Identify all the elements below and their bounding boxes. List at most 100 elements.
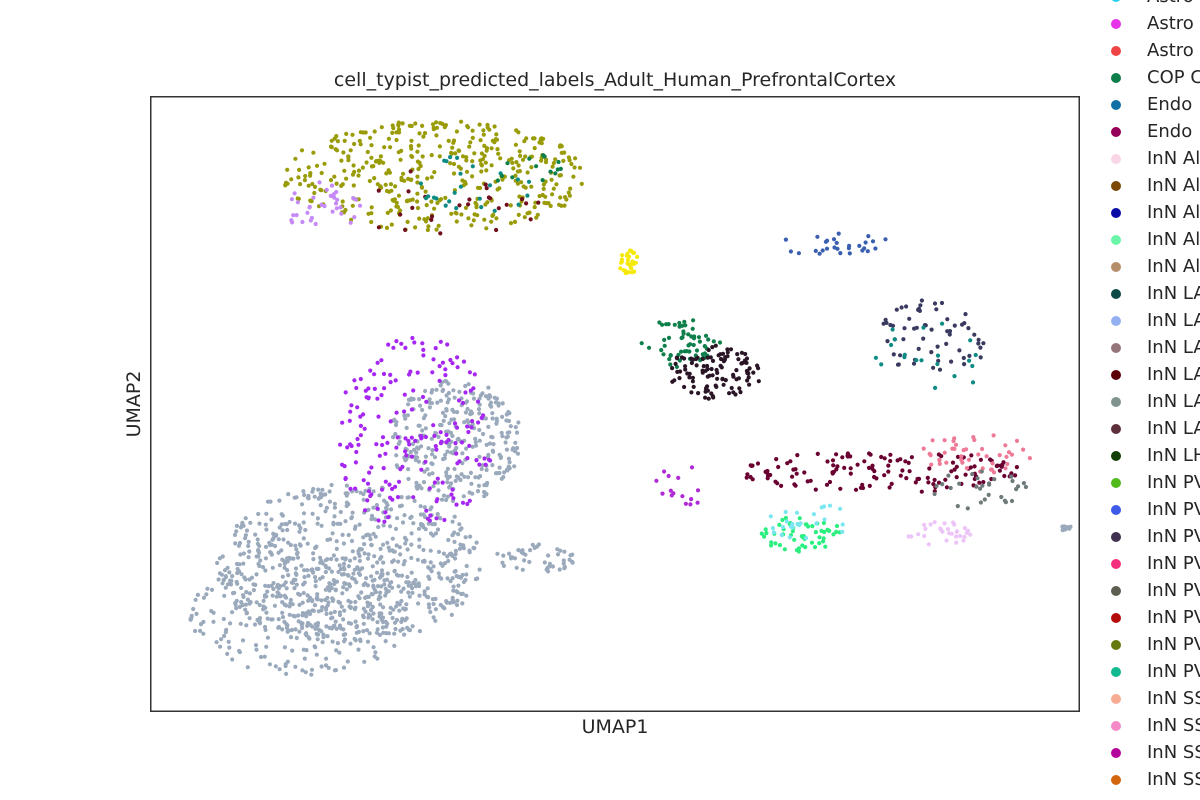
- scatter-point: [344, 483, 349, 488]
- scatter-point: [756, 379, 761, 384]
- scatter-point: [363, 609, 368, 614]
- scatter-point: [366, 612, 371, 617]
- scatter-point: [504, 202, 509, 207]
- scatter-point: [403, 227, 408, 232]
- scatter-point: [379, 568, 385, 573]
- scatter-point: [446, 138, 451, 143]
- scatter-point: [454, 425, 460, 430]
- legend-swatch: [1111, 342, 1121, 353]
- scatter-point: [338, 205, 343, 210]
- scatter-point: [519, 550, 524, 555]
- scatter-point: [415, 205, 421, 211]
- scatter-point: [329, 569, 334, 574]
- scatter-point: [377, 493, 382, 498]
- scatter-point: [547, 561, 552, 566]
- scatter-point: [458, 184, 463, 189]
- scatter-point: [304, 614, 309, 619]
- scatter-point: [517, 169, 522, 174]
- scatter-point: [717, 340, 723, 345]
- scatter-point: [289, 177, 294, 182]
- scatter-point: [333, 588, 338, 593]
- scatter-point: [407, 198, 412, 203]
- legend-label: InN Al: [1147, 229, 1200, 250]
- legend-entry: InN SS: [1104, 739, 1200, 766]
- scatter-point: [247, 616, 252, 621]
- scatter-point: [750, 477, 755, 482]
- scatter-point: [922, 522, 927, 527]
- scatter-point: [790, 474, 795, 479]
- scatter-point: [705, 355, 710, 360]
- scatter-point: [926, 480, 931, 485]
- scatter-point: [487, 127, 492, 132]
- scatter-point: [946, 473, 951, 478]
- scatter-point: [668, 353, 673, 358]
- scatter-point: [453, 478, 458, 483]
- scatter-point: [719, 365, 724, 370]
- scatter-point: [352, 141, 357, 147]
- scatter-point: [404, 457, 409, 462]
- scatter-point: [436, 571, 441, 576]
- scatter-point: [412, 498, 417, 503]
- scatter-point: [561, 558, 566, 563]
- scatter-point: [293, 577, 298, 582]
- scatter-point: [382, 145, 387, 150]
- scatter-point: [430, 122, 436, 127]
- scatter-point: [539, 141, 544, 146]
- scatter-point: [367, 470, 372, 475]
- scatter-point: [391, 435, 396, 440]
- scatter-point: [527, 156, 532, 161]
- scatter-point: [450, 597, 455, 602]
- scatter-point: [434, 120, 439, 125]
- scatter-point: [762, 534, 767, 539]
- scatter-point: [845, 453, 850, 458]
- scatter-point: [933, 385, 938, 390]
- scatter-point: [288, 635, 294, 640]
- scatter-point: [243, 602, 248, 607]
- scatter-point: [980, 446, 985, 452]
- scatter-point: [815, 234, 820, 239]
- scatter-point: [555, 547, 560, 552]
- scatter-point: [938, 526, 943, 531]
- scatter-point: [377, 632, 382, 638]
- scatter-point: [1010, 478, 1015, 484]
- scatter-point: [373, 534, 378, 539]
- scatter-point: [484, 148, 489, 153]
- scatter-point: [340, 199, 345, 204]
- scatter-point: [886, 463, 891, 468]
- scatter-point: [368, 135, 373, 140]
- scatter-point: [951, 438, 956, 444]
- scatter-point: [365, 498, 370, 503]
- scatter-point: [301, 511, 307, 516]
- scatter-point: [357, 522, 362, 527]
- scatter-point: [476, 475, 481, 480]
- scatter-point: [389, 222, 394, 227]
- scatter-point: [344, 131, 349, 136]
- scatter-point: [386, 168, 391, 173]
- scatter-point: [520, 157, 526, 162]
- scatter-point: [316, 496, 321, 501]
- scatter-point: [935, 344, 940, 349]
- scatter-point: [817, 535, 822, 540]
- scatter-point: [478, 138, 483, 143]
- scatter-point: [306, 183, 311, 188]
- scatter-point: [831, 532, 836, 537]
- scatter-point: [290, 648, 295, 653]
- scatter-point: [296, 613, 301, 618]
- scatter-point: [348, 148, 353, 153]
- scatter-point: [325, 585, 331, 590]
- scatter-point: [340, 420, 345, 425]
- scatter-point: [738, 390, 743, 395]
- scatter-point: [834, 529, 839, 534]
- scatter-point: [450, 361, 455, 366]
- scatter-point: [423, 454, 428, 459]
- scatter-point: [428, 609, 433, 615]
- scatter-point: [748, 463, 753, 468]
- scatter-point: [777, 543, 783, 548]
- scatter-point: [198, 622, 204, 627]
- scatter-point: [491, 449, 496, 454]
- scatter-point: [467, 370, 472, 375]
- legend-entry: InN LA: [1104, 307, 1200, 334]
- scatter-point: [478, 393, 483, 398]
- scatter-point: [257, 602, 262, 608]
